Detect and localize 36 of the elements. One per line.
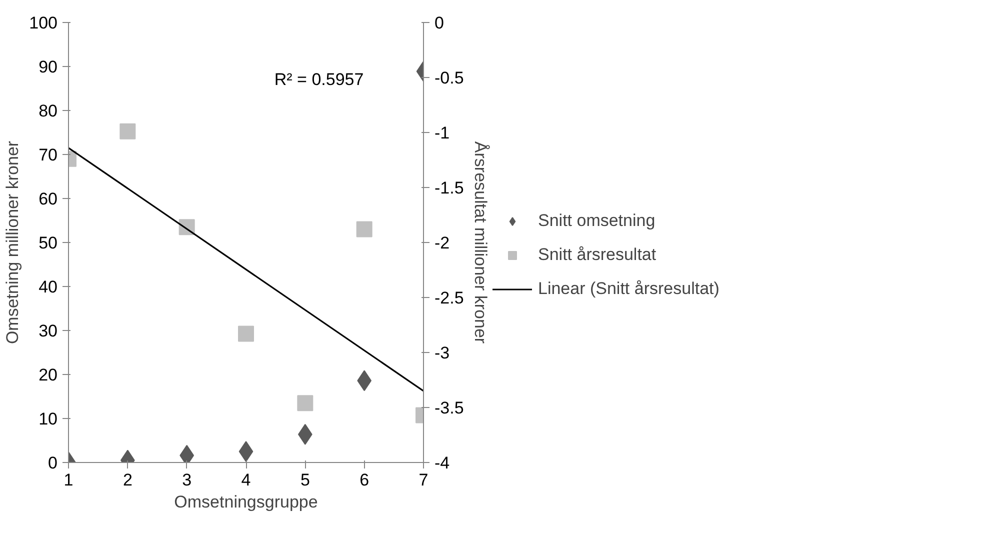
y2-tick-label: -3.5	[434, 398, 464, 418]
point	[297, 395, 314, 412]
x-tick-label: 1	[64, 470, 74, 490]
x-axis-title: Omsetningsgruppe	[174, 492, 318, 512]
y-axis-title: Omsetning millioner kroner	[3, 140, 22, 344]
y2-tick-label: -1.5	[434, 178, 464, 198]
legend-label: Linear (Snitt årsresultat)	[538, 279, 720, 299]
y-tick-label: 10	[38, 410, 58, 428]
y-tick-label: 40	[38, 278, 58, 296]
y-tick-label: 20	[38, 366, 58, 384]
legend-label: Snitt omsetning	[538, 211, 656, 231]
y2-axis-title: Årsresultat millioner kroner	[470, 141, 490, 344]
y2-tick-label: -4	[434, 454, 450, 472]
y-tick-label: 50	[38, 234, 58, 252]
y2-tick-label: -0.5	[434, 68, 464, 88]
y2-tick-label: -2	[434, 234, 450, 252]
y-tick-label: 60	[38, 190, 58, 208]
x-tick-label: 5	[300, 470, 310, 490]
y-tick-label: 100	[29, 14, 58, 32]
y-tick-label: 30	[38, 322, 58, 340]
point	[238, 326, 254, 342]
annotation: R² = 0.5957	[274, 70, 364, 90]
y-tick-label: 90	[38, 58, 58, 76]
y2-tick-label: -3	[434, 344, 450, 362]
y-tick-label: 0	[48, 454, 58, 472]
x-tick-label: 7	[418, 470, 428, 490]
legend-label: Snitt årsresultat	[538, 245, 656, 265]
x-tick-label: 3	[182, 470, 192, 490]
y-tick-label: 80	[38, 102, 58, 120]
x-tick-label: 2	[122, 470, 132, 490]
y-tick-label: 70	[38, 146, 58, 164]
y2-tick-label: -2.5	[434, 288, 464, 308]
x-tick-label: 6	[360, 470, 370, 490]
x-tick-label: 4	[241, 470, 251, 490]
y2-tick-label: 0	[434, 14, 444, 32]
y2-tick-label: -1	[434, 124, 450, 142]
